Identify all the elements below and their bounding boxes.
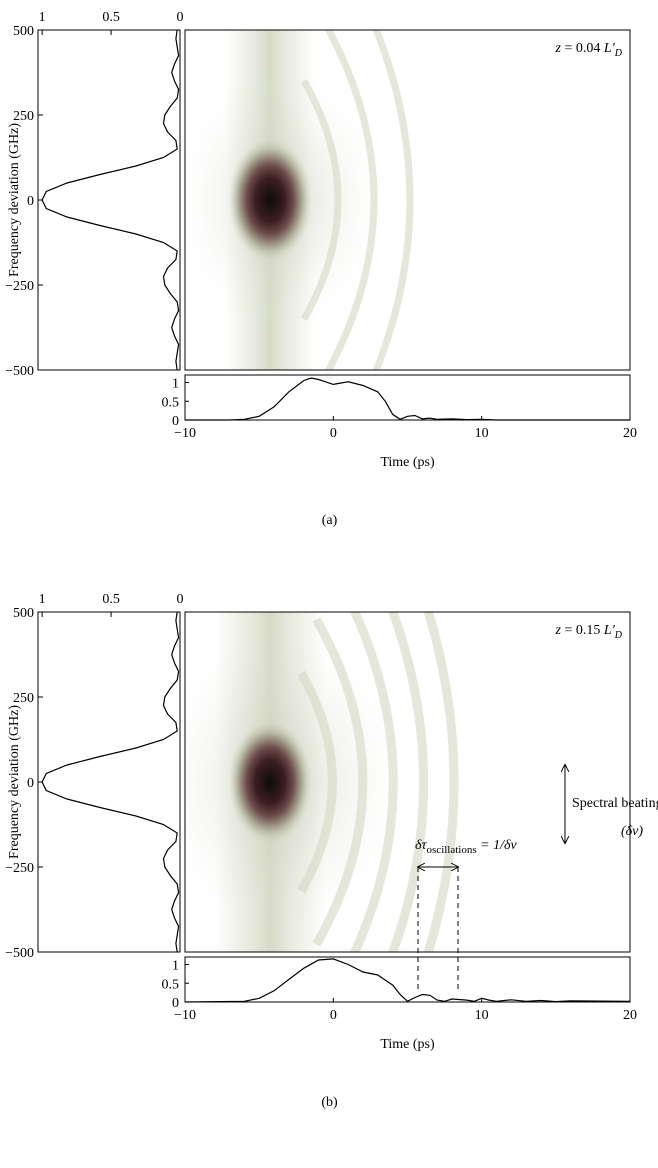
annotation-sym: L′ [603, 41, 616, 56]
annotation-eq: = 0.15 [561, 623, 604, 638]
x-tick-label: 0 [330, 1008, 337, 1023]
x-tick-label: −10 [174, 1008, 196, 1023]
annotation-sym: L′ [603, 623, 616, 638]
x-tick-label: 0 [330, 426, 337, 441]
y-axis-label: Frequency deviation (GHz) [7, 123, 22, 277]
x-axis-label: Time (ps) [380, 455, 435, 470]
spectrogram-fringe [300, 79, 342, 321]
y-tick-label: 0.5 [162, 977, 180, 992]
note-period-sub: oscillations [427, 844, 477, 856]
y-tick-label: 1 [172, 377, 179, 392]
y-tick-label: −250 [5, 861, 34, 876]
temporal-frame [184, 956, 631, 1003]
panel: z = 0.15 L′D 1 0.5 0 −500 −250 0 250 500 Frequenc… [5, 592, 658, 1110]
spectrogram-fringe [349, 612, 398, 952]
annotation: z = 0.15 L′D [555, 623, 623, 641]
main-frame [184, 611, 631, 953]
note-period-rhs: = 1/δν [477, 838, 518, 853]
y-tick-label: 0 [172, 996, 179, 1011]
x-tick-label: 20 [623, 1008, 637, 1023]
y-tick-label: 0.5 [162, 395, 180, 410]
y-tick-label: 500 [13, 606, 34, 621]
spectrogram-core [228, 720, 312, 844]
y-tick-label: 0 [172, 414, 179, 429]
spectrogram-fringe [387, 612, 428, 952]
x-tick-label: 0.5 [102, 592, 120, 607]
spectrogram [185, 612, 459, 952]
annotation-sub: D [614, 630, 623, 641]
spectrogram-fringe [423, 612, 459, 952]
spectrum-curve [41, 29, 180, 371]
y-tick-label: 1 [172, 959, 179, 974]
note-period: δτoscillations = 1/δν [415, 838, 517, 856]
y-tick-label: 250 [13, 691, 34, 706]
y-tick-label: −500 [5, 364, 34, 379]
x-tick-label: −10 [174, 426, 196, 441]
annotation-eq: = 0.04 [561, 41, 604, 56]
spectrogram [185, 30, 414, 370]
annotation-sub: D [614, 48, 623, 59]
spectrogram-fringe [372, 30, 414, 370]
spectrum-curve [41, 611, 180, 953]
y-tick-label: 500 [13, 24, 34, 39]
panel-label: (a) [322, 513, 338, 528]
x-axis-label: Time (ps) [380, 1037, 435, 1052]
x-tick-label: 10 [475, 426, 489, 441]
y-tick-label: 250 [13, 109, 34, 124]
y-axis-label: Frequency deviation (GHz) [7, 705, 22, 859]
panel-label: (b) [321, 1095, 338, 1110]
note-beating-symbol: (δν) [621, 824, 643, 839]
annotation-var: z [555, 41, 562, 56]
panel: z = 0.04 L′D 1 0.5 0 −500 −250 0 250 500 Frequenc… [5, 10, 637, 528]
y-tick-label: 0 [27, 776, 34, 791]
spectrogram-fringe [312, 617, 368, 947]
temporal-curve [184, 958, 631, 1003]
main-frame [184, 29, 631, 371]
note-beating: Spectral beating [572, 796, 658, 811]
note-period-symbol: δτ [415, 838, 428, 853]
x-tick-label: 0 [177, 592, 184, 607]
x-tick-label: 0.5 [102, 10, 120, 25]
temporal-curve [185, 377, 630, 421]
annotation-var: z [555, 623, 562, 638]
y-tick-label: 0 [27, 194, 34, 209]
x-tick-label: 1 [39, 10, 46, 25]
temporal-frame [184, 374, 631, 421]
x-tick-label: 0 [177, 10, 184, 25]
annotation: z = 0.04 L′D [555, 41, 623, 59]
spectrum-frame [37, 29, 181, 371]
x-tick-label: 10 [475, 1008, 489, 1023]
spectrogram-fringe [297, 670, 337, 894]
spectrogram-fringe [324, 30, 378, 370]
y-tick-label: −250 [5, 279, 34, 294]
x-tick-label: 1 [39, 592, 46, 607]
x-tick-label: 20 [623, 426, 637, 441]
spectrogram-core [228, 138, 312, 262]
spectrum-frame [37, 611, 181, 953]
y-tick-label: −500 [5, 946, 34, 961]
